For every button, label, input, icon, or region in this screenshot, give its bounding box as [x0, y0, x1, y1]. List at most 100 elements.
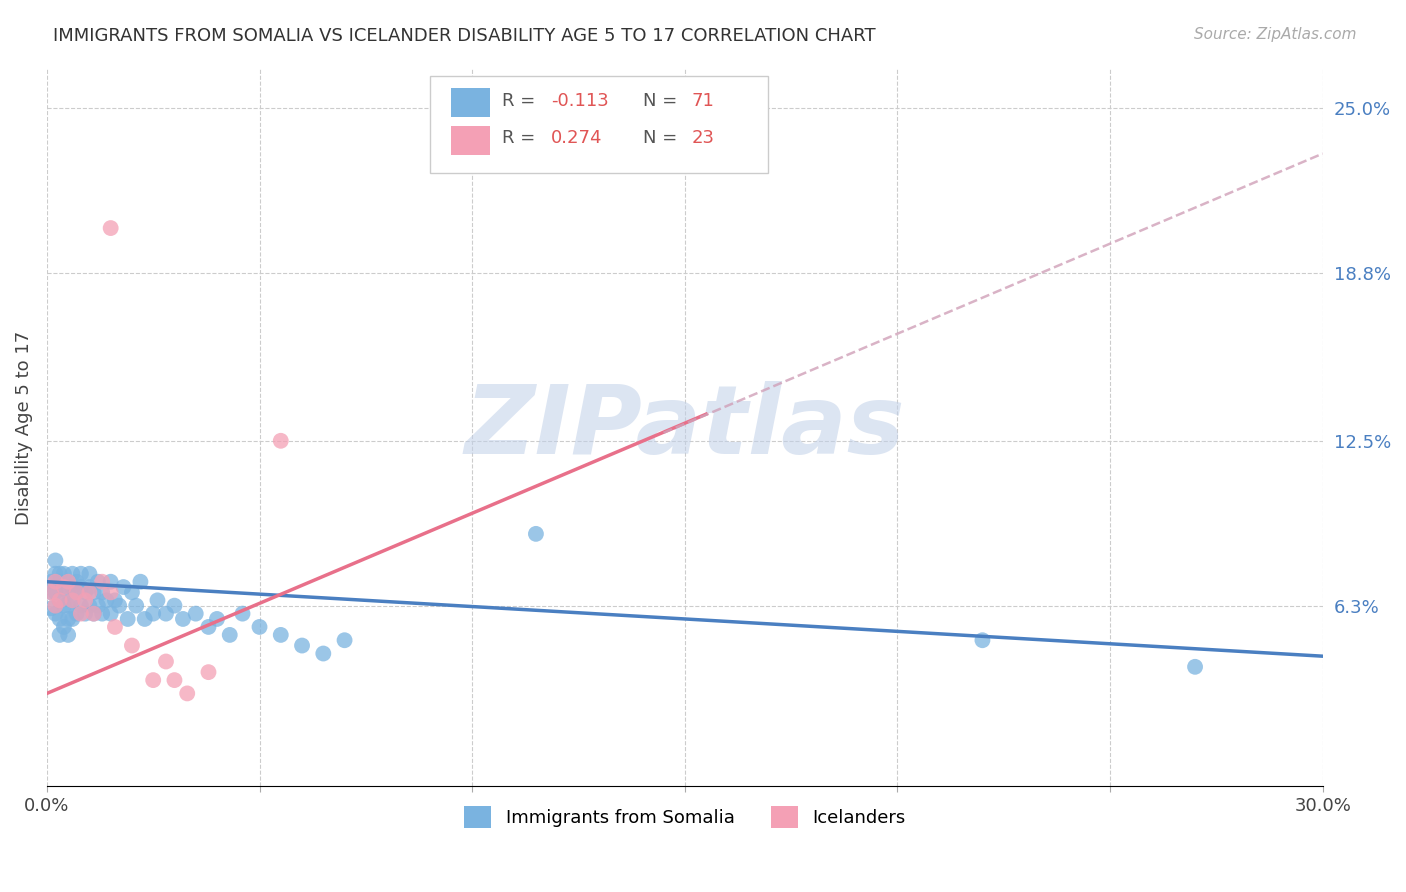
Point	[87, 574, 110, 589]
Point	[117, 612, 139, 626]
Point	[79, 580, 101, 594]
Text: 23: 23	[692, 129, 714, 147]
Text: R =: R =	[502, 129, 541, 147]
Point	[79, 585, 101, 599]
Point	[142, 673, 165, 687]
Point	[104, 620, 127, 634]
Point	[96, 593, 118, 607]
Point	[60, 566, 83, 581]
Point	[100, 607, 122, 621]
Point	[75, 607, 97, 621]
Point	[48, 574, 70, 589]
Point	[231, 607, 253, 621]
Point	[44, 566, 66, 581]
Point	[333, 633, 356, 648]
Point	[184, 607, 207, 621]
Point	[52, 580, 75, 594]
Point	[56, 628, 79, 642]
Point	[87, 599, 110, 613]
Point	[155, 607, 177, 621]
Point	[70, 599, 93, 613]
Text: IMMIGRANTS FROM SOMALIA VS ICELANDER DISABILITY AGE 5 TO 17 CORRELATION CHART: IMMIGRANTS FROM SOMALIA VS ICELANDER DIS…	[53, 27, 876, 45]
Point	[291, 639, 314, 653]
Point	[52, 599, 75, 613]
Point	[125, 599, 148, 613]
Point	[48, 566, 70, 581]
Point	[121, 639, 143, 653]
Point	[83, 607, 105, 621]
Text: R =: R =	[502, 92, 541, 110]
Point	[176, 686, 198, 700]
Point	[205, 612, 228, 626]
Point	[197, 620, 219, 634]
Point	[70, 607, 93, 621]
Point	[52, 580, 75, 594]
Point	[83, 607, 105, 621]
Point	[70, 566, 93, 581]
Point	[83, 585, 105, 599]
Point	[91, 585, 114, 599]
Point	[972, 633, 994, 648]
Point	[172, 612, 194, 626]
Point	[60, 580, 83, 594]
Point	[249, 620, 271, 634]
Point	[134, 612, 156, 626]
Point	[39, 585, 62, 599]
Point	[44, 553, 66, 567]
Point	[270, 434, 292, 448]
Point	[104, 593, 127, 607]
Point	[218, 628, 240, 642]
Point	[100, 585, 122, 599]
Point	[91, 607, 114, 621]
Point	[44, 574, 66, 589]
Point	[60, 612, 83, 626]
Point	[121, 585, 143, 599]
FancyBboxPatch shape	[451, 126, 489, 154]
Point	[100, 574, 122, 589]
Point	[44, 585, 66, 599]
FancyBboxPatch shape	[451, 88, 489, 117]
Point	[48, 612, 70, 626]
Point	[39, 585, 62, 599]
Point	[66, 607, 89, 621]
Point	[129, 574, 152, 589]
Point	[75, 585, 97, 599]
Point	[48, 593, 70, 607]
Point	[70, 580, 93, 594]
Text: 71: 71	[692, 92, 714, 110]
Point	[60, 593, 83, 607]
Point	[56, 585, 79, 599]
Point	[56, 574, 79, 589]
Text: Source: ZipAtlas.com: Source: ZipAtlas.com	[1194, 27, 1357, 42]
Point	[142, 607, 165, 621]
Point	[100, 221, 122, 235]
Point	[66, 574, 89, 589]
Y-axis label: Disability Age 5 to 17: Disability Age 5 to 17	[15, 330, 32, 524]
Point	[44, 607, 66, 621]
FancyBboxPatch shape	[430, 76, 768, 173]
Point	[60, 593, 83, 607]
Point	[1184, 660, 1206, 674]
Point	[79, 566, 101, 581]
Point	[524, 527, 547, 541]
Point	[44, 599, 66, 613]
Point	[197, 665, 219, 680]
Point	[56, 599, 79, 613]
Point	[48, 593, 70, 607]
Point	[108, 599, 131, 613]
Point	[52, 566, 75, 581]
Point	[39, 601, 62, 615]
Point	[163, 673, 186, 687]
Point	[39, 574, 62, 589]
Point	[146, 593, 169, 607]
Point	[155, 655, 177, 669]
Text: N =: N =	[643, 129, 683, 147]
Point	[312, 647, 335, 661]
Point	[66, 585, 89, 599]
Legend: Immigrants from Somalia, Icelanders: Immigrants from Somalia, Icelanders	[457, 798, 912, 835]
Point	[270, 628, 292, 642]
Point	[79, 599, 101, 613]
Point	[75, 593, 97, 607]
Text: ZIPatlas: ZIPatlas	[464, 381, 905, 474]
Point	[52, 620, 75, 634]
